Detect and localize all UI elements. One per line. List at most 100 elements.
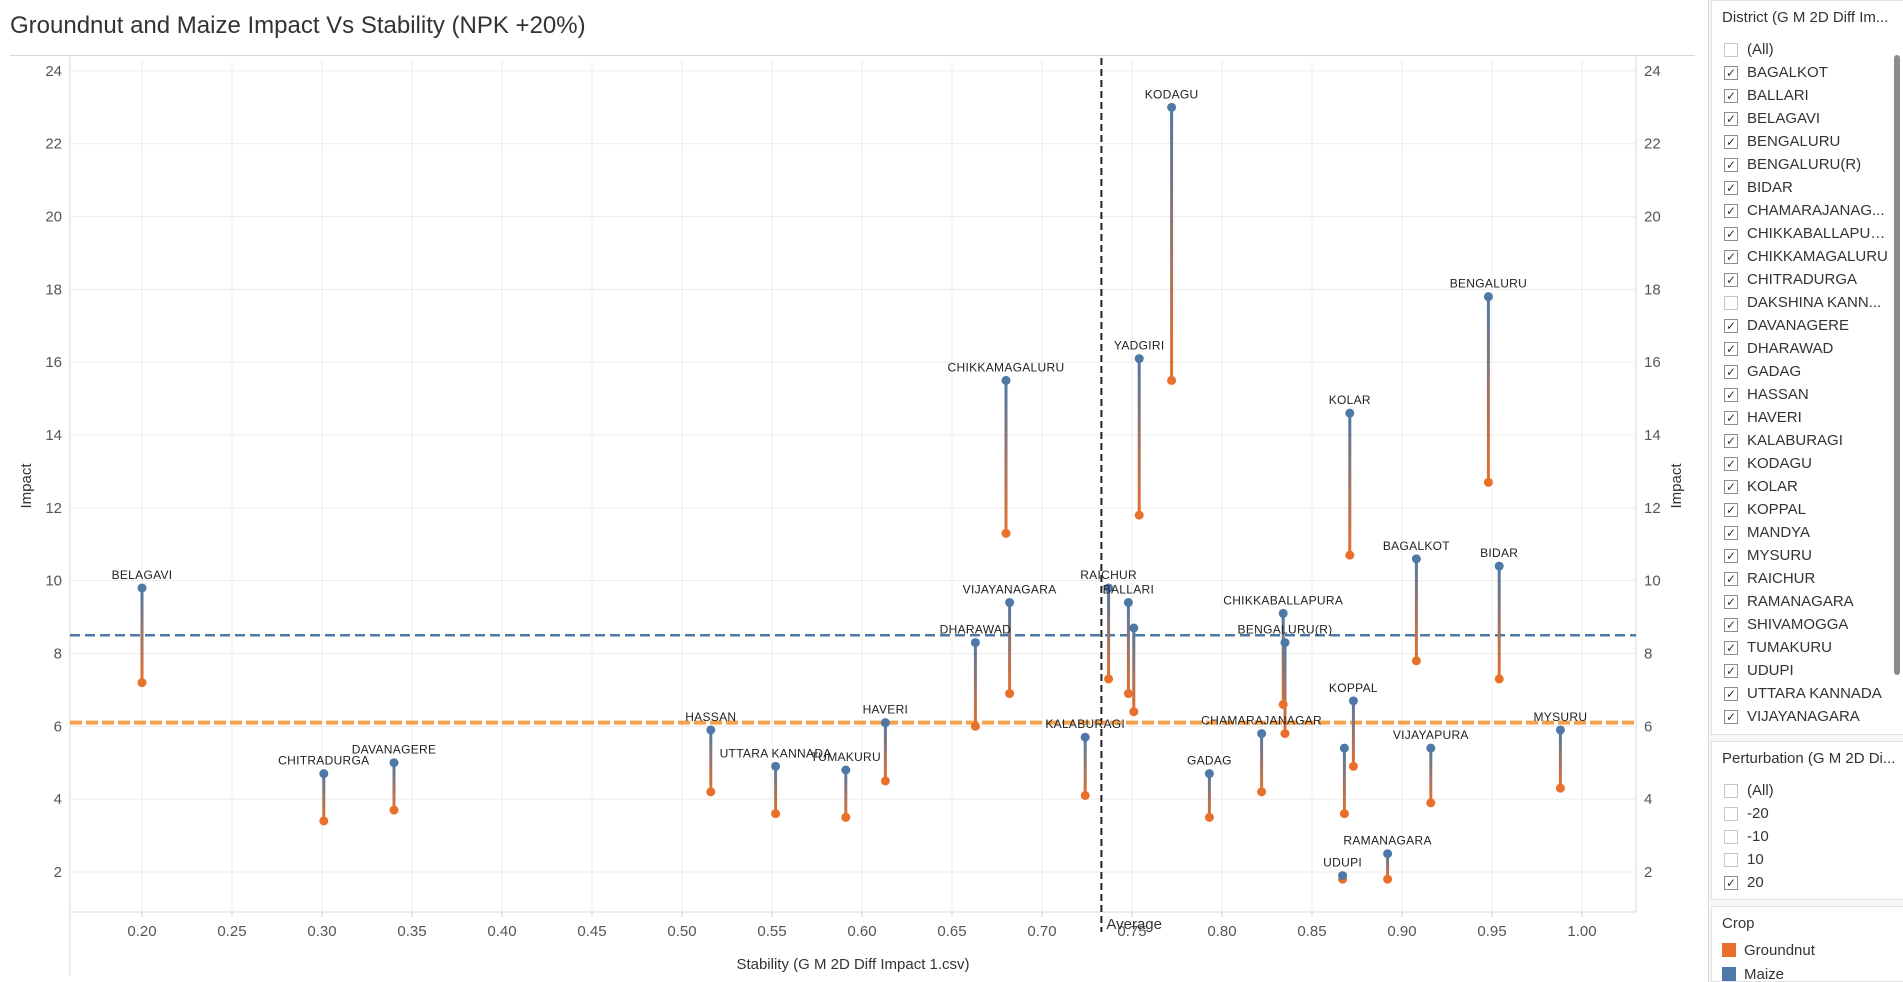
groundnut-point[interactable] (1280, 729, 1290, 739)
district-checkbox[interactable]: ✓ (1724, 180, 1738, 195)
district-scrollbar[interactable] (1893, 41, 1901, 728)
scatter-chart[interactable]: 0.20 0.25 0.30 0.35 0.40 0.45 0.50 0.55 0.60 0.65… (0, 56, 1700, 982)
maize-point[interactable] (1555, 725, 1565, 735)
impact-connector[interactable] (1126, 602, 1130, 694)
groundnut-point[interactable] (1005, 689, 1015, 699)
impact-connector[interactable] (1497, 566, 1501, 679)
groundnut-point[interactable] (1555, 783, 1565, 793)
impact-connector[interactable] (392, 762, 396, 811)
groundnut-point[interactable] (1257, 787, 1267, 797)
legend-item[interactable]: Maize (1712, 962, 1903, 981)
district-checkbox[interactable]: ✓ (1724, 640, 1738, 655)
groundnut-point[interactable] (1348, 761, 1358, 771)
maize-point[interactable] (1348, 696, 1358, 706)
groundnut-point[interactable] (880, 776, 890, 786)
maize-point[interactable] (1339, 743, 1349, 753)
district-checkbox[interactable]: ✓ (1724, 594, 1738, 609)
district-option[interactable]: ✓ VIJAYANAGARA (1712, 705, 1889, 728)
groundnut-point[interactable] (706, 787, 716, 797)
groundnut-point[interactable] (1411, 656, 1421, 666)
groundnut-point[interactable] (1483, 477, 1493, 487)
groundnut-point[interactable] (1345, 550, 1355, 560)
maize-point[interactable] (1257, 729, 1267, 739)
district-option[interactable]: ✓ CHAMARAJANAG... (1712, 199, 1889, 222)
impact-connector[interactable] (322, 773, 326, 821)
district-option[interactable]: ✓ UTTARA KANNADA (1712, 682, 1889, 705)
impact-connector[interactable] (883, 722, 887, 781)
district-option[interactable]: ✓ BIDAR (1712, 176, 1889, 199)
district-checkbox[interactable]: ✓ (1724, 617, 1738, 632)
district-option[interactable]: ✓ GADAG (1712, 360, 1889, 383)
district-checkbox[interactable]: ✓ (1724, 111, 1738, 126)
district-option[interactable]: ✓ KOLAR (1712, 475, 1889, 498)
impact-connector[interactable] (1351, 700, 1355, 767)
impact-connector[interactable] (1004, 380, 1008, 534)
district-option[interactable]: ✓ CHIKKABALLAPURA (1712, 222, 1889, 245)
perturbation-option[interactable]: -10 (1712, 825, 1889, 848)
maize-point[interactable] (880, 718, 890, 728)
groundnut-point[interactable] (1134, 510, 1144, 520)
groundnut-point[interactable] (1339, 809, 1349, 819)
district-option[interactable]: ✓ KODAGU (1712, 452, 1889, 475)
maize-point[interactable] (1494, 561, 1504, 571)
district-checkbox[interactable]: ✓ (1724, 364, 1738, 379)
maize-point[interactable] (1338, 871, 1348, 881)
district-option[interactable]: ✓ TUMAKURU (1712, 636, 1889, 659)
district-option[interactable]: ✓ KOPPAL (1712, 498, 1889, 521)
impact-connector[interactable] (1342, 748, 1346, 814)
impact-connector[interactable] (1260, 733, 1264, 792)
district-checkbox[interactable]: ✓ (1724, 203, 1738, 218)
maize-point[interactable] (706, 725, 716, 735)
district-option[interactable]: ✓ DHARAWAD (1712, 337, 1889, 360)
district-option[interactable]: ✓ DAVANAGERE (1712, 314, 1889, 337)
district-option[interactable]: ✓ CHITRADURGA (1712, 268, 1889, 291)
impact-connector[interactable] (1207, 773, 1211, 818)
maize-point[interactable] (1280, 638, 1290, 648)
district-option[interactable]: ✓ UDUPI (1712, 659, 1889, 682)
perturbation-checkbox[interactable] (1724, 829, 1738, 844)
district-checkbox[interactable]: ✓ (1724, 525, 1738, 540)
perturbation-option[interactable]: -20 (1712, 802, 1889, 825)
district-option[interactable]: ✓ BENGALURU(R) (1712, 153, 1889, 176)
maize-point[interactable] (841, 765, 851, 775)
maize-point[interactable] (970, 638, 980, 648)
district-option[interactable]: ✓ RAICHUR (1712, 567, 1889, 590)
impact-connector[interactable] (1008, 602, 1012, 694)
groundnut-point[interactable] (389, 805, 399, 815)
legend-item[interactable]: Groundnut (1712, 938, 1903, 962)
maize-point[interactable] (1383, 849, 1393, 859)
groundnut-point[interactable] (1129, 707, 1139, 717)
maize-point[interactable] (771, 761, 781, 771)
maize-point[interactable] (1005, 598, 1015, 608)
maize-point[interactable] (389, 758, 399, 768)
maize-point[interactable] (1278, 608, 1288, 618)
district-option[interactable]: ✓ BALLARI (1712, 84, 1889, 107)
district-checkbox[interactable]: ✓ (1724, 456, 1738, 471)
maize-point[interactable] (1483, 292, 1493, 302)
maize-point[interactable] (1204, 769, 1214, 779)
maize-point[interactable] (137, 583, 147, 593)
district-checkbox[interactable]: ✓ (1724, 65, 1738, 80)
perturbation-checkbox[interactable] (1724, 852, 1738, 867)
impact-connector[interactable] (1083, 737, 1087, 796)
groundnut-point[interactable] (1204, 812, 1214, 822)
groundnut-point[interactable] (970, 721, 980, 731)
district-checkbox[interactable]: ✓ (1724, 134, 1738, 149)
impact-connector[interactable] (973, 642, 977, 727)
district-checkbox[interactable]: ✓ (1724, 479, 1738, 494)
groundnut-point[interactable] (1123, 689, 1133, 699)
district-checkbox[interactable]: ✓ (1724, 272, 1738, 287)
district-option[interactable]: ✓ HAVERI (1712, 406, 1889, 429)
maize-point[interactable] (1134, 354, 1144, 364)
district-checkbox[interactable]: ✓ (1724, 709, 1738, 724)
perturbation-option[interactable]: 10 (1712, 848, 1889, 871)
district-option[interactable]: (All) (1712, 38, 1889, 61)
maize-point[interactable] (319, 769, 329, 779)
impact-connector[interactable] (1414, 558, 1418, 661)
groundnut-point[interactable] (1104, 674, 1114, 684)
district-checkbox[interactable]: ✓ (1724, 249, 1738, 264)
groundnut-point[interactable] (771, 809, 781, 819)
impact-connector[interactable] (844, 770, 848, 818)
impact-connector[interactable] (1386, 853, 1390, 880)
district-checkbox[interactable]: ✓ (1724, 387, 1738, 402)
